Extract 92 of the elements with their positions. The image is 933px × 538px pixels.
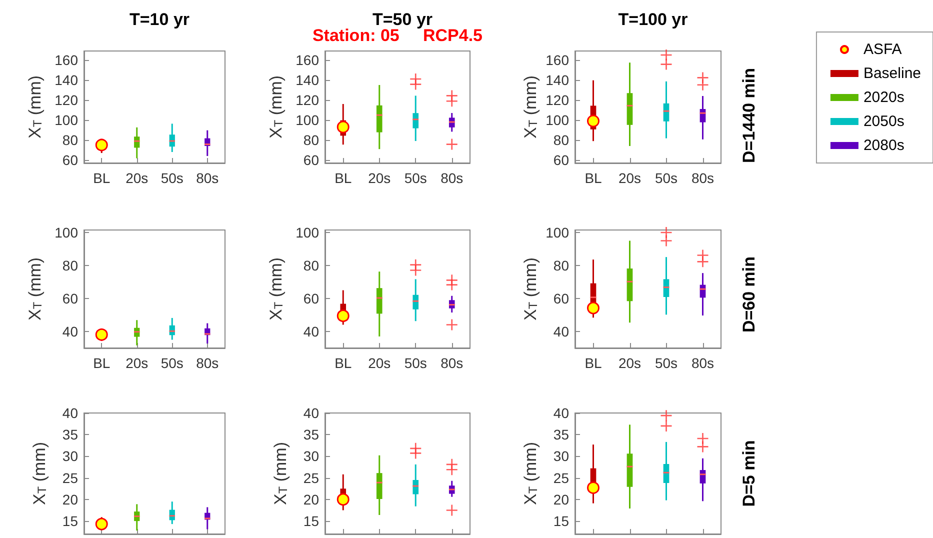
y-tick-label: 80	[303, 132, 320, 148]
x-tick-label: BL	[334, 355, 352, 371]
x-tick-label: BL	[93, 355, 110, 371]
x-tick-label: 20s	[368, 355, 391, 371]
y-axis-title: XT (mm)	[26, 257, 45, 321]
y-tick-label: 60	[62, 152, 78, 168]
y-tick-label: 140	[296, 72, 320, 88]
x-tick-label: 20s	[618, 170, 642, 186]
x-tick-label: 50s	[654, 170, 678, 186]
chart-title: T=10 yr	[129, 10, 190, 29]
y-tick-label: 100	[296, 224, 320, 240]
y-axis-title: XT (mm)	[30, 442, 49, 506]
y-tick-label: 40	[62, 405, 78, 421]
legend-label: 2050s	[863, 113, 904, 130]
y-tick-label: 20	[553, 491, 570, 508]
y-tick-label: 80	[62, 132, 78, 148]
y-tick-label: 120	[296, 92, 320, 108]
x-tick-label: BL	[93, 170, 110, 186]
x-tick-label: 50s	[160, 355, 184, 371]
y-tick-label: 30	[62, 448, 78, 464]
y-tick-label: 40	[62, 323, 78, 340]
y-tick-label: 120	[54, 92, 78, 108]
y-tick-label: 35	[62, 426, 78, 443]
x-tick-label: 50s	[404, 170, 427, 186]
y-tick-label: 25	[553, 470, 570, 486]
x-tick-label: BL	[584, 355, 602, 371]
y-tick-label: 15	[62, 513, 78, 530]
y-tick-label: 100	[546, 112, 570, 128]
y-tick-label: 30	[303, 448, 320, 464]
x-tick-label: BL	[584, 170, 602, 186]
y-tick-label: 35	[553, 426, 570, 443]
y-tick-label: 40	[303, 323, 320, 340]
text: D=5 min	[740, 440, 758, 507]
x-tick-label: 20s	[126, 355, 148, 371]
y-tick-label: 100	[546, 224, 570, 240]
y-tick-label: 120	[546, 92, 570, 108]
y-tick-label: 100	[296, 112, 320, 128]
y-tick-label: 15	[303, 513, 320, 530]
x-tick-label: BL	[334, 170, 352, 186]
y-tick-label: 160	[546, 52, 570, 68]
y-tick-label: 140	[546, 72, 570, 88]
y-tick-label: 100	[54, 112, 78, 128]
x-tick-label: 20s	[126, 170, 148, 186]
chart-title: T=50 yr	[372, 10, 433, 29]
x-tick-label: 20s	[368, 170, 391, 186]
y-tick-label: 25	[303, 470, 320, 486]
y-tick-label: 35	[303, 426, 320, 443]
x-tick-label: 80s	[196, 355, 219, 371]
y-axis-title: XT (mm)	[521, 442, 540, 506]
x-tick-label: 80s	[196, 170, 219, 186]
y-tick-label: 20	[62, 491, 78, 508]
legend-label: ASFA	[863, 41, 902, 58]
x-tick-label: 80s	[440, 170, 464, 186]
x-tick-label: 50s	[654, 355, 678, 371]
y-tick-label: 80	[553, 132, 570, 148]
y-axis-title: XT (mm)	[266, 257, 286, 321]
chart-title: T=100 yr	[618, 10, 688, 29]
text: D=60 min	[740, 256, 758, 333]
x-tick-label: 80s	[691, 355, 714, 371]
legend-label: 2080s	[863, 137, 904, 154]
x-tick-label: 80s	[440, 355, 464, 371]
y-tick-label: 60	[303, 152, 320, 168]
y-tick-label: 160	[296, 52, 320, 68]
y-tick-label: 80	[303, 257, 320, 274]
y-tick-label: 60	[553, 152, 570, 168]
y-axis-title: XT (mm)	[271, 442, 290, 506]
x-tick-label: 50s	[404, 355, 427, 371]
y-tick-label: 25	[62, 470, 78, 486]
y-tick-label: 15	[553, 513, 570, 530]
x-tick-label: 20s	[618, 355, 642, 371]
y-tick-label: 40	[303, 405, 320, 421]
y-axis-title: XT (mm)	[26, 75, 45, 139]
y-tick-label: 60	[553, 290, 570, 306]
y-tick-label: 80	[553, 257, 570, 274]
y-tick-label: 140	[54, 72, 78, 88]
y-tick-label: 40	[553, 323, 570, 340]
y-tick-label: 60	[62, 290, 78, 306]
legend-label: 2020s	[863, 89, 904, 106]
y-tick-label: 40	[553, 405, 570, 421]
x-tick-label: 80s	[691, 170, 714, 186]
y-axis-title: XT (mm)	[521, 75, 540, 139]
text: D=1440 min	[740, 68, 758, 163]
y-axis-title: XT (mm)	[521, 257, 540, 321]
y-axis-title: XT (mm)	[266, 75, 286, 139]
x-tick-label: 50s	[160, 170, 184, 186]
y-tick-label: 100	[54, 224, 78, 240]
y-tick-label: 80	[62, 257, 78, 274]
legend-label: Baseline	[863, 65, 922, 82]
y-tick-label: 60	[303, 290, 320, 306]
y-tick-label: 20	[303, 491, 320, 508]
y-tick-label: 160	[54, 52, 78, 68]
y-tick-label: 30	[553, 448, 570, 464]
